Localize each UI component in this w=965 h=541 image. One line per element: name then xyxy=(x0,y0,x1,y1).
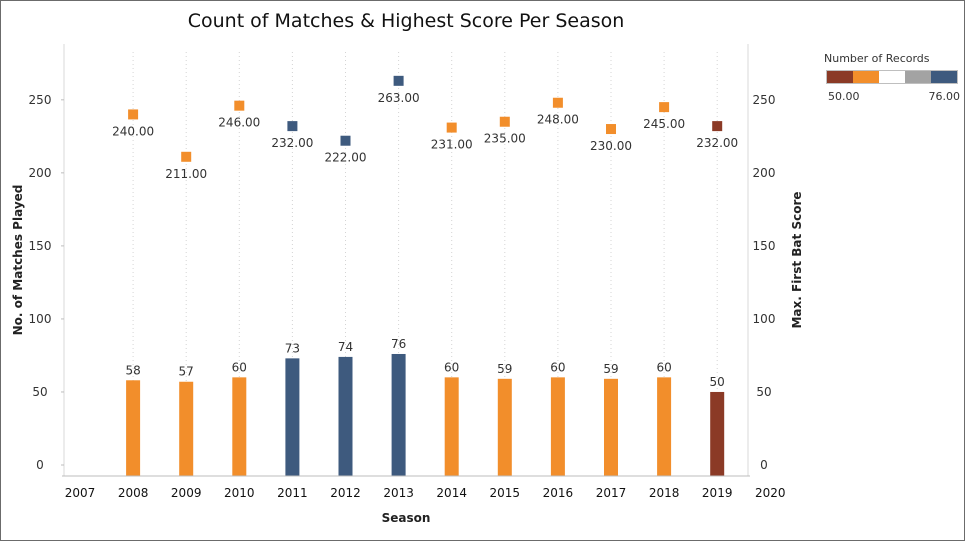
grid-lines xyxy=(132,52,718,476)
y-tick-label-right: 200 xyxy=(753,166,776,180)
bar[interactable] xyxy=(657,377,672,476)
x-tick-label: 2012 xyxy=(330,486,361,500)
legend-swatch xyxy=(931,71,957,83)
point-value-label: 235.00 xyxy=(484,132,526,146)
bar[interactable] xyxy=(604,378,618,476)
y-tick-label-left: 200 xyxy=(29,166,52,180)
score-point[interactable] xyxy=(446,122,457,133)
bar-value-label: 60 xyxy=(232,360,247,374)
x-tick-label: 2020 xyxy=(755,486,786,500)
bar[interactable] xyxy=(550,377,565,476)
score-point[interactable] xyxy=(287,121,298,132)
x-tick-label: 2009 xyxy=(171,486,202,500)
bar[interactable] xyxy=(338,356,353,476)
bar[interactable] xyxy=(126,380,141,476)
x-axis-title: Season xyxy=(382,511,431,525)
point-value-label: 232.00 xyxy=(696,136,738,150)
score-point[interactable] xyxy=(340,135,351,146)
y-tick-label-left: 0 xyxy=(36,458,44,472)
point-value-label: 263.00 xyxy=(378,91,420,105)
point-value-label: 248.00 xyxy=(537,113,579,127)
bar[interactable] xyxy=(391,353,406,476)
bar-series xyxy=(126,353,725,476)
legend-title: Number of Records xyxy=(824,52,930,65)
bar-value-label: 60 xyxy=(656,360,671,374)
bar-value-label: 59 xyxy=(603,362,618,376)
y-tick-label-left: 50 xyxy=(32,385,47,399)
axes: 0 0 50 50 100 100 150 150 200 200 250 250 2007 2008 20… xyxy=(11,44,804,525)
y-tick-label-left: 150 xyxy=(29,239,52,253)
score-point[interactable] xyxy=(606,124,616,135)
score-point[interactable] xyxy=(128,109,139,120)
y-tick-label-right: 100 xyxy=(753,312,776,326)
y-tick-label-left: 250 xyxy=(29,93,52,107)
bar-value-label: 57 xyxy=(179,365,194,379)
legend-swatch xyxy=(853,71,879,83)
bar-value-label: 60 xyxy=(550,360,565,374)
score-point[interactable] xyxy=(234,100,245,111)
bar[interactable] xyxy=(497,378,512,476)
data-labels: 58 57 60 73 74 76 60 59 60 59 60 50 240.00 211.00 246.… xyxy=(112,91,738,389)
x-tick-label: 2010 xyxy=(224,486,255,500)
y-tick-label-right: 50 xyxy=(756,385,771,399)
legend-max-label: 76.00 xyxy=(928,90,961,103)
point-value-label: 230.00 xyxy=(590,139,632,153)
legend-swatch xyxy=(879,71,905,83)
x-tick-label: 2019 xyxy=(702,486,733,500)
y-tick-label-right: 150 xyxy=(753,239,776,253)
score-point[interactable] xyxy=(181,151,192,162)
y-tick-label-right: 0 xyxy=(760,458,768,472)
point-value-label: 240.00 xyxy=(112,124,154,138)
bar-value-label: 73 xyxy=(285,341,300,355)
x-tick-label: 2007 xyxy=(65,486,96,500)
point-value-label: 231.00 xyxy=(431,138,473,152)
scatter-series xyxy=(128,75,723,162)
point-value-label: 211.00 xyxy=(165,167,207,181)
bar-value-label: 74 xyxy=(338,340,353,354)
point-value-label: 232.00 xyxy=(271,136,313,150)
point-value-label: 246.00 xyxy=(218,116,260,130)
x-tick-label: 2015 xyxy=(490,486,521,500)
x-tick-label: 2018 xyxy=(649,486,680,500)
bar[interactable] xyxy=(710,391,725,476)
bar-value-label: 58 xyxy=(125,363,140,377)
legend-color-ramp[interactable] xyxy=(826,70,958,84)
y-tick-label-left: 100 xyxy=(29,312,52,326)
bar[interactable] xyxy=(444,377,459,476)
score-point[interactable] xyxy=(552,97,563,108)
bar-value-label: 76 xyxy=(391,337,406,351)
y-tick-label-right: 250 xyxy=(753,93,776,107)
x-tick-label: 2017 xyxy=(596,486,627,500)
point-value-label: 245.00 xyxy=(643,117,685,131)
x-tick-label: 2016 xyxy=(543,486,574,500)
chart-title: Count of Matches & Highest Score Per Sea… xyxy=(187,10,625,32)
y-axis-title-left: No. of Matches Played xyxy=(11,185,25,336)
score-point[interactable] xyxy=(712,121,723,132)
y-axis-title-right: Max. First Bat Score xyxy=(790,191,804,328)
score-point[interactable] xyxy=(659,102,670,113)
legend-min-label: 50.00 xyxy=(828,90,860,103)
bar[interactable] xyxy=(232,377,247,476)
legend: Number of Records 50.00 76.00 xyxy=(824,52,961,103)
bar[interactable] xyxy=(179,381,194,476)
bar-value-label: 60 xyxy=(444,360,459,374)
bar[interactable] xyxy=(285,358,300,476)
bar-value-label: 50 xyxy=(710,375,725,389)
point-value-label: 222.00 xyxy=(325,151,367,165)
x-tick-label: 2008 xyxy=(118,486,149,500)
score-point[interactable] xyxy=(393,75,404,86)
score-point[interactable] xyxy=(499,116,510,127)
x-tick-label: 2011 xyxy=(277,486,308,500)
bar-value-label: 59 xyxy=(497,362,512,376)
legend-swatch xyxy=(905,71,931,83)
x-tick-label: 2013 xyxy=(383,486,414,500)
x-tick-label: 2014 xyxy=(436,486,467,500)
legend-swatch xyxy=(827,71,853,83)
